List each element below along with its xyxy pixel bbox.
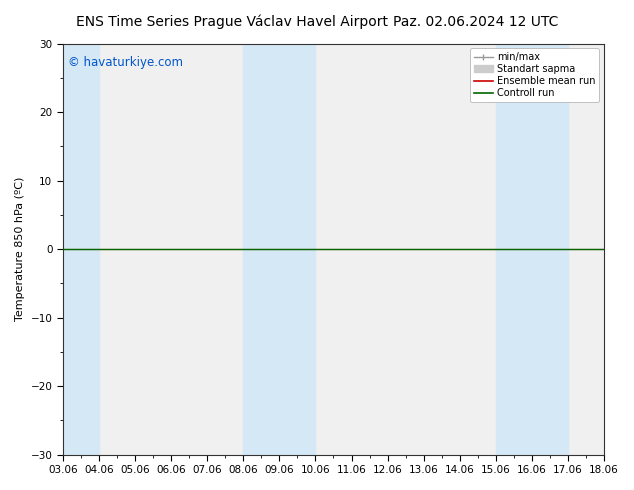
Text: ENS Time Series Prague Václav Havel Airport: ENS Time Series Prague Václav Havel Airp… — [76, 15, 388, 29]
Bar — [63, 44, 99, 455]
Bar — [243, 44, 316, 455]
Text: © havaturkiye.com: © havaturkiye.com — [68, 56, 183, 69]
Y-axis label: Temperature 850 hPa (ºC): Temperature 850 hPa (ºC) — [15, 177, 25, 321]
Legend: min/max, Standart sapma, Ensemble mean run, Controll run: min/max, Standart sapma, Ensemble mean r… — [470, 49, 599, 102]
Bar — [496, 44, 568, 455]
Text: Paz. 02.06.2024 12 UTC: Paz. 02.06.2024 12 UTC — [392, 15, 558, 29]
